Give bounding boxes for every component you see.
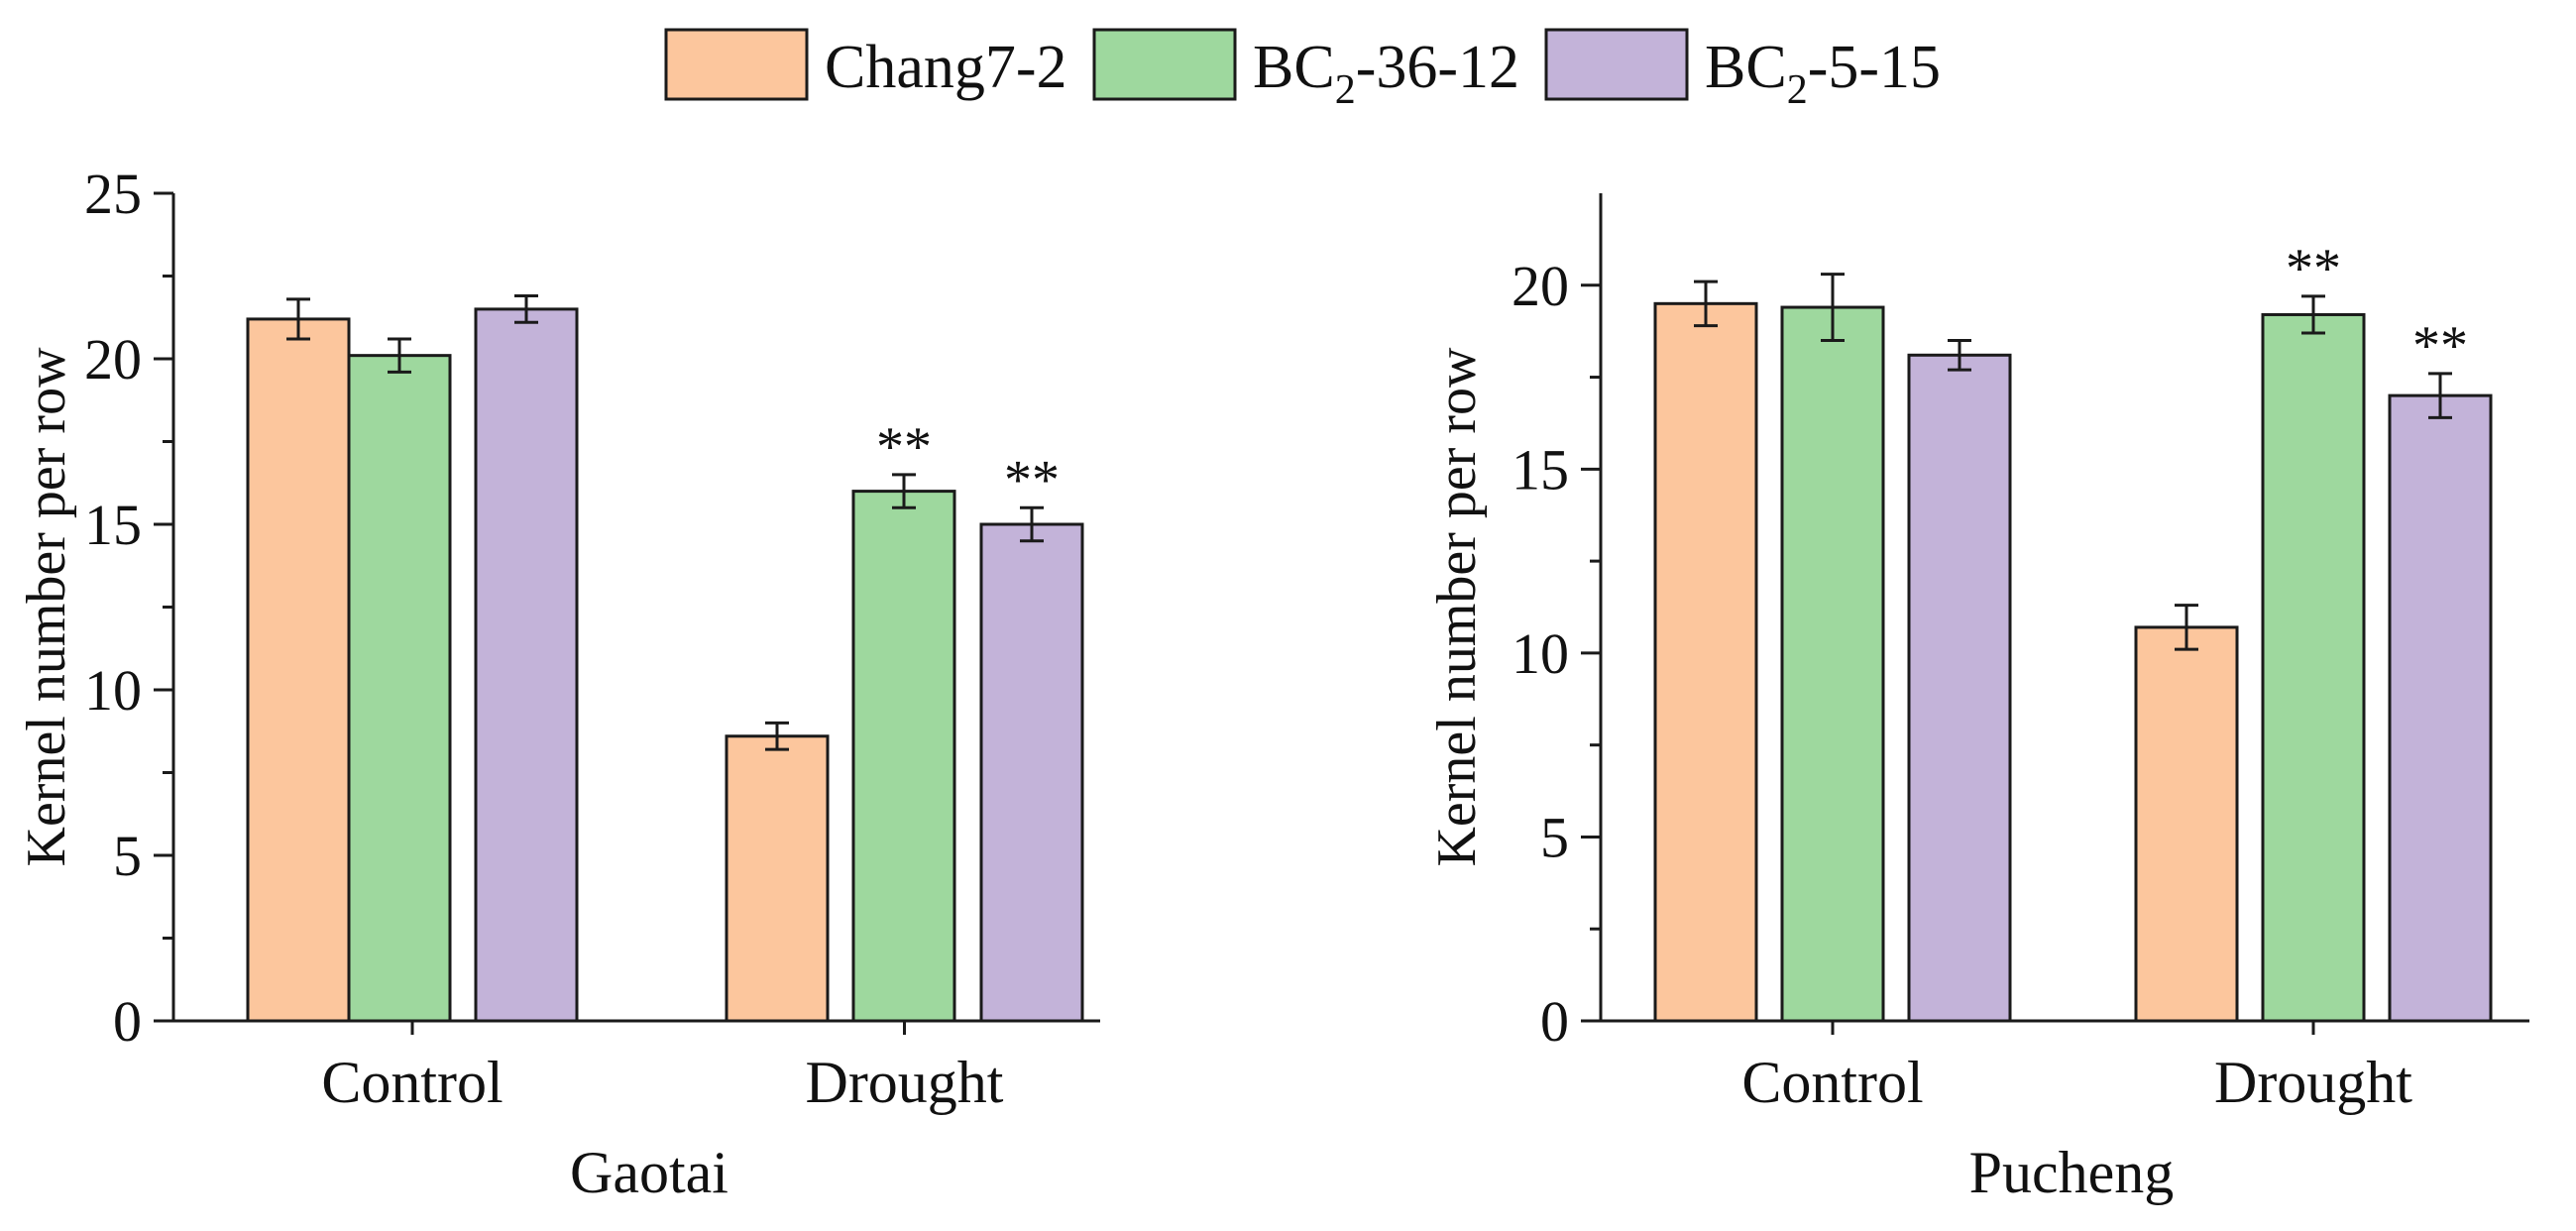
x-axis-title: Pucheng xyxy=(1969,1140,2175,1205)
legend-swatch-chang7-2 xyxy=(664,28,809,101)
y-tick-label: 0 xyxy=(1540,989,1569,1054)
bar-bc2-5-15-control xyxy=(474,307,579,1023)
bar-chang7-2-drought xyxy=(725,734,830,1023)
bar-bc2-5-15-drought xyxy=(2388,393,2493,1023)
significance-marker: ** xyxy=(876,416,932,478)
bar-bc2-5-15-control xyxy=(1907,353,2012,1023)
x-tick-label-drought: Drought xyxy=(806,1050,1004,1115)
y-tick-label: 10 xyxy=(1512,621,1569,686)
significance-marker: ** xyxy=(2286,238,2341,299)
y-tick-label: 25 xyxy=(84,162,142,226)
y-tick-label: 0 xyxy=(113,989,142,1054)
x-tick-label-control: Control xyxy=(1741,1050,1923,1115)
y-axis-title: Kernel number per row xyxy=(16,347,77,867)
y-tick-label: 20 xyxy=(84,327,142,392)
chart-pucheng: 0 5 10 15 20 Kernel number per row ** ** Control… xyxy=(1426,193,2529,1205)
x-axis-title: Gaotai xyxy=(570,1140,728,1205)
significance-marker: ** xyxy=(1004,449,1060,510)
bar-chang7-2-control xyxy=(246,317,351,1023)
bar-bc2-5-15-drought xyxy=(979,522,1084,1023)
chart-gaotai: 0 5 10 15 20 25 Kernel number per row ** ** Contr… xyxy=(16,162,1100,1205)
legend-label-chang7-2: Chang7-2 xyxy=(825,34,1067,101)
legend-swatch-bc2-5-15 xyxy=(1544,28,1689,101)
bar-bc2-36-12-control xyxy=(1780,305,1885,1023)
legend: Chang7-2 BC2-36-12 BC2-5-15 xyxy=(664,28,1941,113)
y-tick-label: 5 xyxy=(113,824,142,888)
bar-chang7-2-control xyxy=(1653,301,1758,1023)
y-axis-title: Kernel number per row xyxy=(1426,347,1488,867)
y-tick-label: 20 xyxy=(1512,254,1569,318)
x-tick-label-control: Control xyxy=(321,1050,503,1115)
bar-chang7-2-drought xyxy=(2134,625,2239,1023)
y-tick-label: 10 xyxy=(84,658,142,723)
bar-bc2-36-12-drought xyxy=(851,490,956,1023)
y-tick-label: 15 xyxy=(1512,437,1569,502)
bar-bc2-36-12-control xyxy=(347,354,452,1023)
y-tick-label: 5 xyxy=(1540,805,1569,869)
x-tick-label-drought: Drought xyxy=(2214,1050,2412,1115)
bar-bc2-36-12-drought xyxy=(2261,312,2366,1023)
significance-marker: ** xyxy=(2412,315,2468,377)
y-tick-label: 15 xyxy=(84,493,142,557)
legend-label-bc2-5-15: BC2-5-15 xyxy=(1705,34,1941,113)
legend-label-bc2-36-12: BC2-36-12 xyxy=(1253,34,1519,113)
legend-swatch-bc2-36-12 xyxy=(1092,28,1237,101)
